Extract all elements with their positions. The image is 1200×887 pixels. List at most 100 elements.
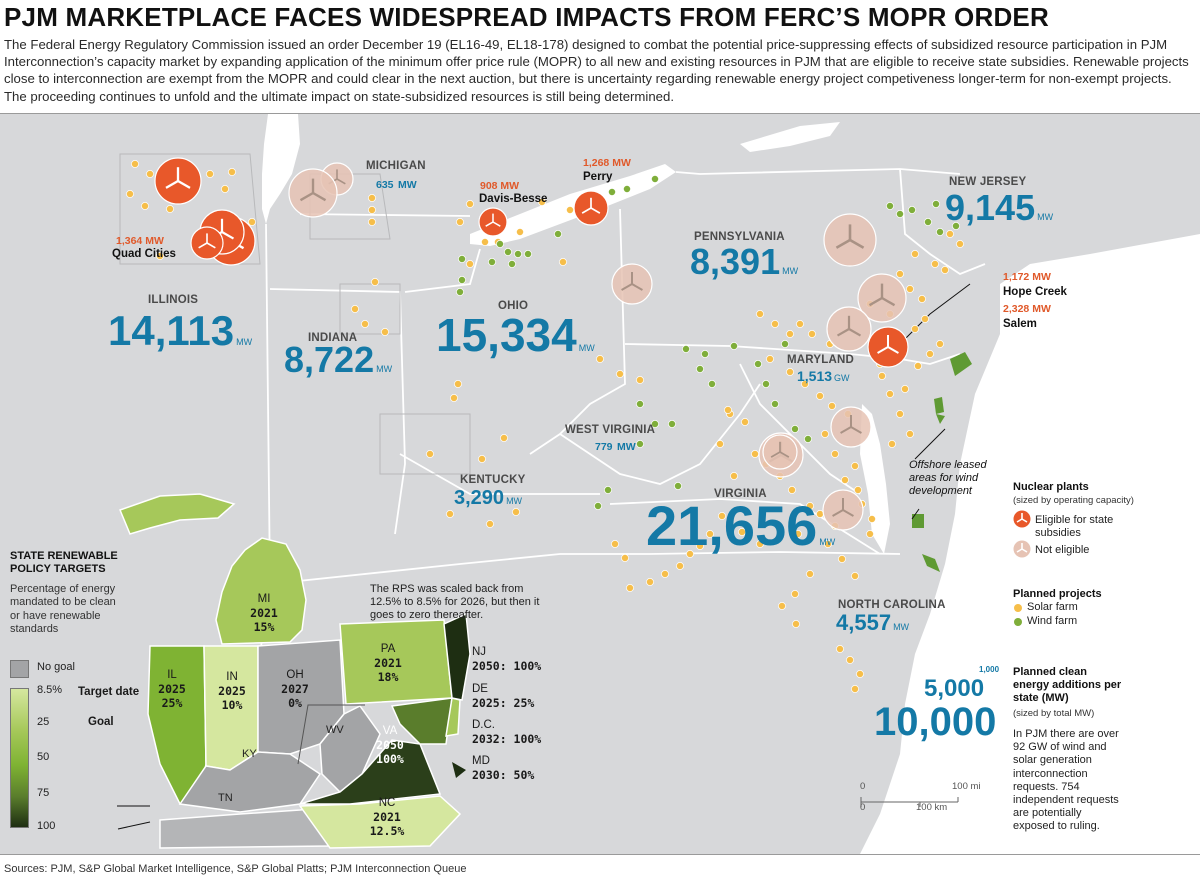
scale-zero-mi: 0 — [860, 781, 866, 792]
solar-dot — [936, 340, 944, 348]
pa-abbr: PA — [380, 643, 396, 655]
page-title: PJM MARKETPLACE FACES WIDESPREAD IMPACTS… — [4, 2, 1049, 32]
inset-label-ky: KY — [242, 748, 257, 760]
north-carolina-unit: MW — [893, 622, 910, 632]
inset-maryland — [390, 697, 453, 745]
side-nj-abbr: NJ — [472, 646, 487, 658]
atlantic-ocean — [860, 234, 1200, 854]
solar-dot — [512, 508, 520, 516]
solar-dot — [751, 450, 759, 458]
wind-dot — [651, 175, 659, 183]
inset-label-mi: MI 2021 15% — [244, 592, 284, 634]
eligible-plant — [573, 190, 609, 226]
side-md-target: 2030: 50% — [472, 768, 535, 782]
wind-dot — [604, 486, 612, 494]
nc-year: 2021 — [373, 810, 401, 824]
solar-dot — [878, 372, 886, 380]
side-de-target: 2025: 25% — [472, 696, 535, 710]
solar-dot — [896, 410, 904, 418]
legend-not-eligible: Not eligible — [1035, 544, 1090, 556]
oh-goal: 0% — [288, 696, 302, 710]
inset-west-virginia — [319, 705, 381, 794]
inset-label-oh: OH 2027 0% — [275, 668, 315, 710]
west-virginia-unit: MW — [616, 441, 636, 453]
solar-dot — [646, 578, 654, 586]
inset-label-nc: NC 2021 12.5% — [364, 796, 410, 838]
solar-dot — [156, 252, 164, 260]
in-abbr: IN — [226, 671, 238, 683]
solar-dot — [901, 385, 909, 393]
solar-dot — [926, 350, 934, 358]
pennsylvania-unit: MW — [782, 266, 799, 276]
wind-dot — [908, 206, 916, 214]
wind-dot — [682, 345, 690, 353]
inset-virginia — [299, 739, 442, 805]
inset-michigan — [215, 537, 307, 645]
solar-dot — [756, 540, 764, 548]
solar-dot — [126, 190, 134, 198]
solar-dot — [851, 462, 859, 470]
in-year: 2025 — [218, 684, 246, 698]
wind-dot — [804, 435, 812, 443]
solar-dot — [368, 194, 376, 202]
wind-dot — [886, 202, 894, 210]
il-year: 2025 — [158, 682, 186, 696]
pa-year: 2021 — [374, 656, 402, 670]
not-eligible-plant — [611, 263, 653, 305]
long-island — [990, 219, 1120, 256]
wind-dot — [668, 420, 676, 428]
wind-dot — [754, 360, 762, 368]
solar-dot — [371, 278, 379, 286]
ohio-rps-note: The RPS was scaled back from 12.5% to 8.… — [370, 583, 540, 621]
solar-dot — [838, 555, 846, 563]
solar-dot — [446, 510, 454, 518]
eligible-plant — [478, 207, 508, 237]
mi-abbr: MI — [257, 593, 271, 605]
solar-dot — [676, 562, 684, 570]
inset-label-va: VA 2050 100% — [368, 724, 412, 766]
state-value-maryland: 1,513 GW — [797, 368, 850, 386]
target-date-label: Target date — [78, 686, 140, 698]
solar-dot — [808, 330, 816, 338]
solar-dot — [911, 250, 919, 258]
solar-dot — [831, 450, 839, 458]
legend-size-mid: 5,000 — [924, 675, 985, 702]
solar-dot — [821, 430, 829, 438]
goal-color-scale — [10, 688, 29, 828]
goal-label: Goal — [88, 716, 114, 728]
solar-dot — [718, 512, 726, 520]
pa-goal: 18% — [377, 670, 399, 684]
wind-dot — [488, 258, 496, 266]
solar-dot — [486, 520, 494, 528]
oh-year: 2027 — [281, 682, 309, 696]
mi-goal: 15% — [253, 620, 275, 634]
north-carolina-mw: 4,557 — [836, 610, 892, 635]
solar-dot — [368, 218, 376, 226]
scale-km: 100 km — [916, 802, 948, 813]
eligible-plant — [190, 226, 224, 260]
solar-dot — [166, 205, 174, 213]
wind-dot — [623, 185, 631, 193]
solar-dot — [538, 198, 546, 206]
inset-map — [117, 493, 471, 849]
solar-dot — [686, 550, 694, 558]
scale-mi: 100 mi — [952, 781, 981, 792]
solar-dot — [228, 168, 236, 176]
wind-farm-icon — [1014, 618, 1022, 626]
state-label-new-jersey: NEW JERSEY — [949, 176, 1027, 188]
wind-dot — [896, 210, 904, 218]
solar-dot — [456, 218, 464, 226]
state-value-indiana: 8,722 MW — [284, 342, 392, 378]
scale-tick-4: 100 — [37, 820, 56, 832]
solar-dot — [381, 328, 389, 336]
wind-dot — [762, 380, 770, 388]
indiana-unit: MW — [376, 364, 393, 374]
solar-dot — [596, 355, 604, 363]
offshore-label: Offshore leased areas for wind developme… — [909, 459, 987, 497]
solar-dot — [131, 160, 139, 168]
solar-dot — [450, 394, 458, 402]
ohio-unit: MW — [578, 343, 595, 353]
side-de: DE 2025: 25% — [472, 682, 534, 710]
perry-label: Perry — [583, 171, 613, 183]
not-eligible-nuclear-plants — [288, 162, 907, 531]
